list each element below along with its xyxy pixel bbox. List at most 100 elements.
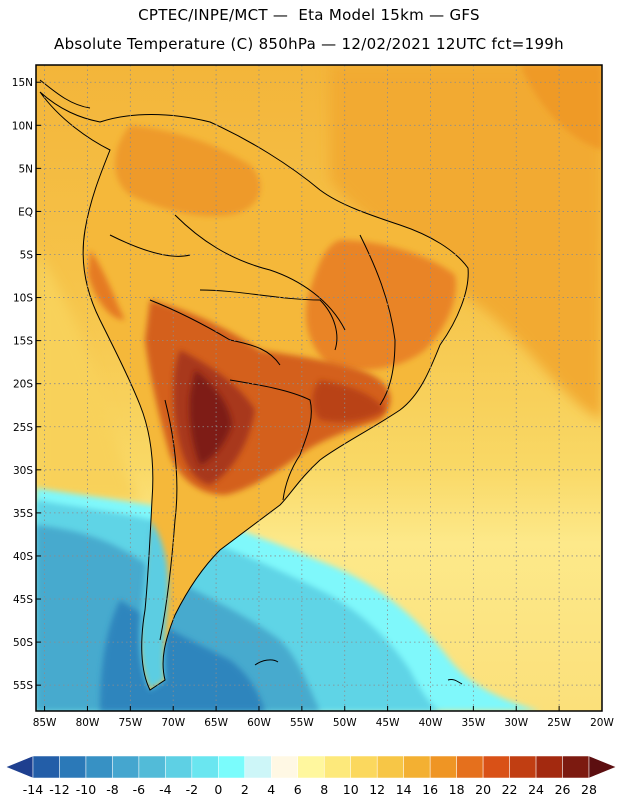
colorbar-label: 24 [528, 782, 544, 797]
colorbar-swatch [112, 755, 140, 779]
lat-tick-label: EQ [18, 206, 33, 218]
colorbar: -14 -12 -10 -8 -6 -4 -2 0 2 4 6 8 10 12 14 16 18 20 22 24 26… [5, 755, 617, 797]
colorbar-swatch [165, 755, 193, 779]
central-america-coastline [39, 79, 91, 109]
lon-tick-label: 65W [204, 717, 228, 729]
colorbar-swatch [271, 755, 299, 779]
border-uruguay [282, 454, 301, 501]
lat-tick-label: 30S [13, 465, 33, 477]
lon-tick-label: 40W [419, 717, 443, 729]
lon-tick-label: 85W [33, 717, 57, 729]
lat-tick-label: 35S [13, 508, 33, 520]
south-america-coastline [39, 91, 469, 691]
lon-tick-label: 45W [376, 717, 400, 729]
temperature-field [36, 65, 602, 711]
colorbar-label: 26 [555, 782, 571, 797]
colorbar-swatch [244, 755, 272, 779]
colorbar-swatch [429, 755, 457, 779]
chaco-hottest-core [189, 370, 232, 465]
colorbar-min-arrow [5, 755, 34, 779]
lat-tick-label: 20S [13, 379, 33, 391]
colorbar-swatch [32, 755, 60, 779]
lon-tick-label: 55W [290, 717, 314, 729]
pacific-band [36, 250, 140, 500]
colorbar-swatch [562, 755, 590, 779]
lon-tick-label: 35W [461, 717, 485, 729]
border-peru-bolivia [149, 299, 281, 366]
warm-ocean-band [330, 65, 602, 420]
colorbar-label: 8 [320, 782, 328, 797]
lat-tick-label: 10N [12, 120, 33, 132]
colorbar-label: -6 [133, 782, 146, 797]
north-warm-area [115, 125, 261, 217]
colorbar-swatch [297, 755, 325, 779]
colorbar-label: -12 [49, 782, 69, 797]
lon-tick-label: 70W [161, 717, 185, 729]
colorbar-label: 28 [581, 782, 597, 797]
southeast-hot-area [312, 380, 385, 422]
border-amazon [174, 214, 346, 331]
lon-tick-label: 25W [547, 717, 571, 729]
map-frame [35, 64, 603, 712]
lat-tick-label: 40S [13, 551, 33, 563]
colorbar-swatch [59, 755, 87, 779]
colorbar-swatch [456, 755, 484, 779]
south-georgia-coast [447, 679, 463, 685]
colorbar-label: -14 [23, 782, 43, 797]
colorbar-label: 18 [449, 782, 465, 797]
colorbar-swatch [482, 755, 510, 779]
colorbar-label: -4 [159, 782, 172, 797]
colorbar-label: 22 [502, 782, 518, 797]
colorbar-label: 12 [369, 782, 385, 797]
colorbar-swatch [535, 755, 563, 779]
coastlines-and-borders [39, 79, 469, 691]
lon-tick-label: 50W [333, 717, 357, 729]
colorbar-label: -8 [106, 782, 119, 797]
lon-tick-label: 20W [590, 717, 614, 729]
colorbar-swatch [218, 755, 246, 779]
border-brazil-states [359, 234, 396, 406]
colorbar-label: 2 [241, 782, 249, 797]
colorbar-label: 6 [294, 782, 302, 797]
patagonia-cold [140, 520, 169, 690]
colorbar-swatch [85, 755, 113, 779]
colorbar-label: 0 [214, 782, 222, 797]
lat-tick-label: 15N [12, 77, 33, 89]
colorbar-label: 16 [422, 782, 438, 797]
colorbar-label: -2 [186, 782, 198, 797]
colorbar-label: 14 [396, 782, 412, 797]
lat-tick-label: 15S [13, 336, 33, 348]
lat-tick-label: 5N [18, 163, 33, 175]
lat-tick-label: 25S [13, 422, 33, 434]
latitude-axis: 15N 10N 5N EQ 5S 10S 15S 20S 25S 30S 35S 40S 45S 50S 5… [12, 77, 41, 692]
lon-tick-label: 30W [504, 717, 528, 729]
lat-tick-label: 45S [13, 594, 33, 606]
lat-tick-label: 55S [13, 680, 33, 692]
longitude-axis: 85W 80W 75W 70W 65W 60W 55W 50W 45W 40W 35W 30W 25W 2… [33, 706, 614, 729]
border-colombia-peru [109, 234, 191, 257]
border-paraguay [229, 379, 312, 456]
colorbar-swatch [323, 755, 351, 779]
colorbar-max-arrow [588, 755, 617, 779]
colorbar-swatch [191, 755, 219, 779]
colorbar-swatch [376, 755, 404, 779]
lat-tick-label: 5S [20, 249, 34, 261]
warm-ocean-corner [520, 65, 602, 150]
lon-tick-label: 80W [76, 717, 100, 729]
andes-north-warm [88, 250, 125, 320]
colorbar-swatch [403, 755, 431, 779]
map-title: CPTEC/INPE/MCT — Eta Model 15km — GFS [138, 6, 480, 24]
colorbar-label: 10 [343, 782, 359, 797]
colorbar-label: -10 [76, 782, 96, 797]
east-warm-area [306, 240, 456, 370]
border-chile-argentina [159, 399, 178, 641]
lat-tick-label: 10S [13, 293, 33, 305]
map-subtitle: Absolute Temperature (C) 850hPa — 12/02/… [54, 35, 564, 53]
lon-tick-label: 75W [118, 717, 142, 729]
colorbar-swatch [509, 755, 537, 779]
colorbar-swatch [138, 755, 166, 779]
lat-tick-label: 50S [13, 637, 33, 649]
lon-tick-label: 60W [247, 717, 271, 729]
colorbar-label: 20 [475, 782, 491, 797]
